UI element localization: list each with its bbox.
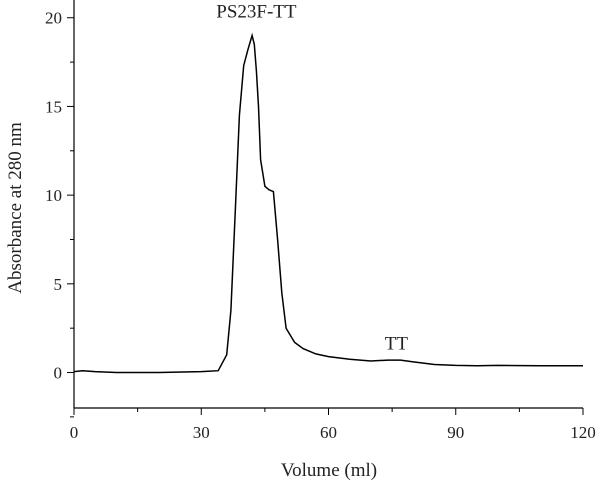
peak-annotation: PS23F-TT xyxy=(216,2,297,23)
x-tick-label: 30 xyxy=(193,423,210,442)
y-tick-label: 20 xyxy=(45,9,62,28)
x-tick-label: 90 xyxy=(447,423,464,442)
x-tick-label: 120 xyxy=(570,423,596,442)
y-tick-label: 10 xyxy=(45,186,62,205)
y-tick-label: 5 xyxy=(54,275,63,294)
annotations: PS23F-TT TT xyxy=(216,2,408,355)
tick-labels: 0 30 60 90 120 0 5 10 15 20 xyxy=(45,9,596,442)
y-axis-label: Absorbance at 280 nm xyxy=(5,122,26,294)
series-line xyxy=(73,32,583,374)
axes xyxy=(73,0,583,409)
y-tick-label: 0 xyxy=(54,364,63,383)
x-tick-label: 0 xyxy=(70,423,79,442)
x-axis-label: Volume (ml) xyxy=(281,460,377,481)
ticks xyxy=(67,17,584,418)
y-tick-label: 15 xyxy=(45,97,62,116)
peak-annotation: TT xyxy=(385,333,409,354)
x-tick-label: 60 xyxy=(320,423,337,442)
